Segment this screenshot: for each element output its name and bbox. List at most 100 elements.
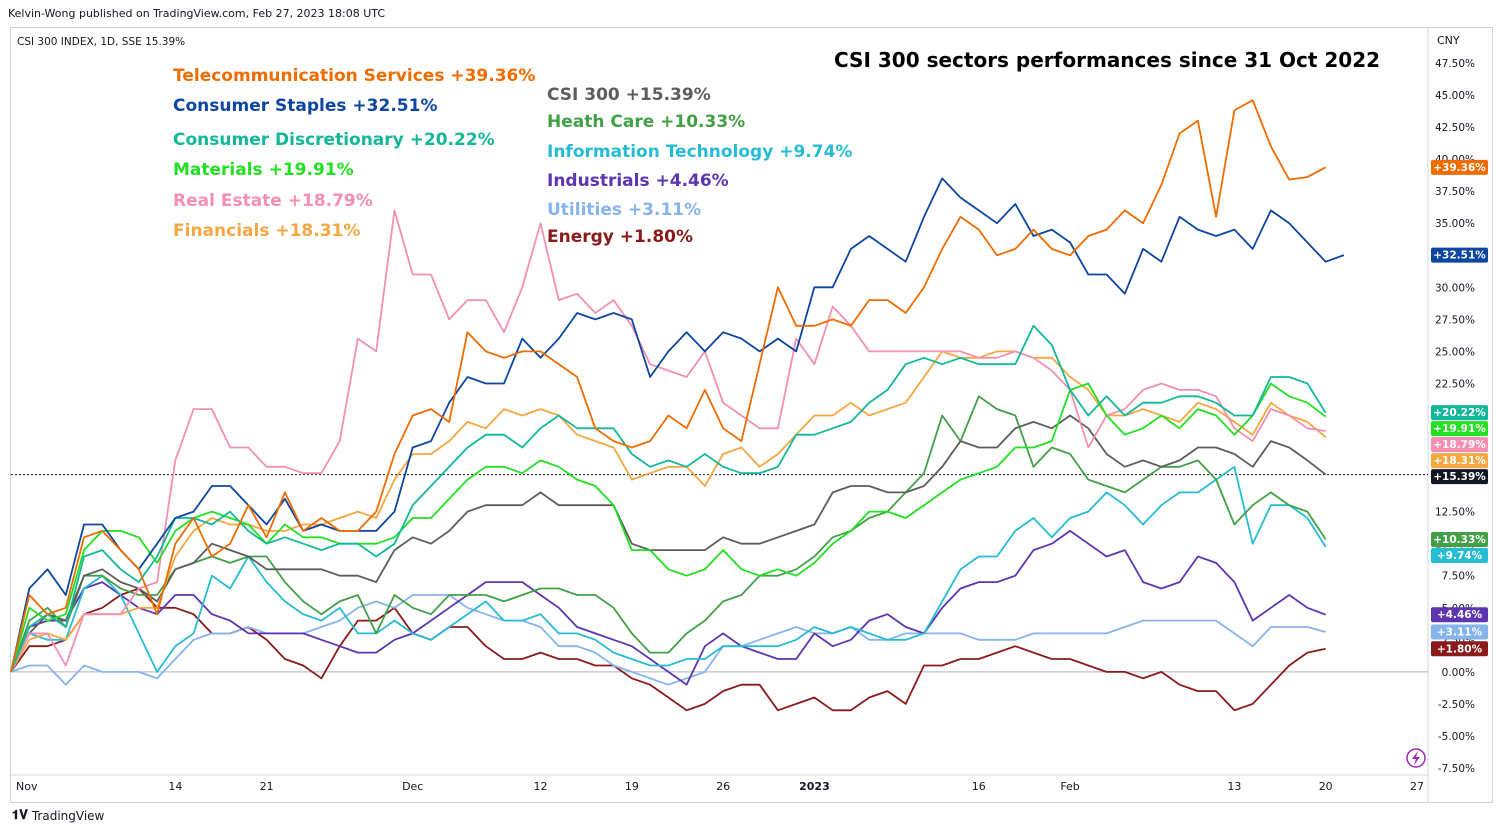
value-badge-text: +10.33% [1433, 534, 1486, 546]
series-line-csi-300 [10, 414, 1327, 673]
legend-entry-consumer-discretionary: Consumer Discretionary +20.22% [173, 130, 495, 150]
value-badge-heath-care: +10.33% [1431, 531, 1488, 547]
legend-entry-industrials: Industrials +4.46% [547, 171, 729, 191]
chart-frame [10, 27, 1493, 803]
legend-entry-utilities: Utilities +3.11% [547, 200, 701, 220]
series-lines-layer [10, 99, 1345, 712]
footer-brand-label: TradingView [31, 808, 105, 823]
y-tick-label: -2.50% [1438, 699, 1475, 711]
publisher-caption: Kelvin-Wong published on TradingView.com… [8, 7, 386, 20]
series-line-energy [10, 587, 1326, 712]
x-tick-label: 13 [1227, 780, 1241, 793]
x-tick-label: Feb [1060, 780, 1079, 793]
legend-entry-materials: Materials +19.91% [173, 160, 354, 180]
series-line-materials [10, 382, 1327, 673]
value-badge-bg [1431, 247, 1488, 263]
value-badge-bg [1431, 641, 1488, 657]
series-line-utilities [10, 594, 1326, 686]
value-badge-text: +19.91% [1433, 423, 1486, 435]
lightning-icon-ring [1406, 748, 1426, 768]
y-tick-label: 22.50% [1435, 378, 1475, 390]
value-badge-text: +39.36% [1433, 162, 1486, 174]
x-tick-label: 19 [625, 780, 639, 793]
legend-entry-heath-care: Heath Care +10.33% [547, 112, 745, 132]
value-badge-consumer-discretionary: +20.22% [1431, 405, 1488, 421]
lightning-icon [1406, 748, 1426, 768]
x-tick-label: Dec [402, 780, 423, 793]
series-line-financials [10, 350, 1327, 673]
value-badge-energy: +1.80% [1431, 641, 1488, 657]
value-badge-text: +20.22% [1433, 407, 1486, 419]
value-badge-consumer-staples: +32.51% [1431, 247, 1488, 263]
value-badge-bg [1431, 547, 1488, 563]
series-line-heath-care [10, 395, 1327, 673]
y-tick-label: 47.50% [1435, 58, 1475, 70]
value-badge-csi-300: +15.39% [1431, 469, 1488, 485]
y-tick-label: 27.50% [1435, 314, 1475, 326]
x-tick-label: 21 [260, 780, 274, 793]
y-tick-label: 12.50% [1435, 507, 1475, 519]
y-tick-label: 0.00% [1442, 667, 1475, 679]
value-badge-text: +18.79% [1433, 439, 1486, 451]
series-line-consumer-staples [10, 177, 1345, 673]
value-badge-real-estate: +18.79% [1431, 437, 1488, 453]
legend-entry-csi-300: CSI 300 +15.39% [547, 85, 711, 105]
y-tick-label: 37.50% [1435, 186, 1475, 198]
x-tick-label: 14 [168, 780, 182, 793]
series-line-consumer-discretionary [10, 324, 1327, 673]
y-tick-label: 7.50% [1442, 571, 1475, 583]
x-tick-label: 2023 [799, 780, 830, 793]
legend-entry-telecommunication-services: Telecommunication Services +39.36% [173, 66, 535, 86]
series-line-real-estate [10, 209, 1326, 673]
value-badge-bg [1431, 624, 1488, 640]
value-badge-bg [1431, 607, 1488, 623]
legend-entry-real-estate: Real Estate +18.79% [173, 191, 373, 211]
value-badge-bg [1431, 421, 1488, 437]
value-badge-financials: +18.31% [1431, 453, 1488, 469]
legend-entry-energy: Energy +1.80% [547, 227, 693, 247]
y-tick-label: -5.00% [1438, 731, 1475, 743]
y-tick-label: -7.50% [1438, 763, 1475, 775]
value-badge-bg [1431, 405, 1488, 421]
value-badge-text: +9.74% [1437, 550, 1483, 562]
value-badge-telecommunication-services: +39.36% [1431, 159, 1488, 175]
value-badge-utilities: +3.11% [1431, 624, 1488, 640]
value-badge-information-technology: +9.74% [1431, 547, 1488, 563]
series-line-telecommunication-services [10, 99, 1327, 673]
value-badge-bg [1431, 159, 1488, 175]
tradingview-logo-icon: 𝟏𝐕 [12, 808, 28, 823]
text-layer: CSI 300 INDEX, 1D, SSE 15.39% CSI 300 sec… [17, 36, 1380, 247]
value-badge-industrials: +4.46% [1431, 607, 1488, 623]
symbol-info: CSI 300 INDEX, 1D, SSE 15.39% [17, 36, 185, 48]
x-tick-label: Nov [16, 780, 38, 793]
legend-entry-financials: Financials +18.31% [173, 221, 360, 241]
chart-title: CSI 300 sectors performances since 31 Oc… [834, 48, 1380, 72]
value-badge-text: +15.39% [1433, 471, 1486, 483]
value-badge-materials: +19.91% [1431, 421, 1488, 437]
x-tick-label: 27 [1410, 780, 1424, 793]
x-tick-label: 26 [716, 780, 730, 793]
value-badge-text: +4.46% [1437, 609, 1483, 621]
value-badge-bg [1431, 437, 1488, 453]
price-badges-layer: +39.36% +32.51% +20.22% +19.91% +18.79% +18.3… [1406, 159, 1488, 768]
value-badge-bg [1431, 531, 1488, 547]
value-badge-text: +32.51% [1433, 250, 1486, 262]
y-tick-label: 42.50% [1435, 122, 1475, 134]
y-tick-label: 25.00% [1435, 346, 1475, 358]
x-tick-label: 12 [534, 780, 548, 793]
y-tick-label: 45.00% [1435, 90, 1475, 102]
x-tick-label: 20 [1319, 780, 1333, 793]
currency-label: CNY [1437, 34, 1460, 47]
value-badge-text: +18.31% [1433, 455, 1486, 467]
x-tick-label: 16 [972, 780, 986, 793]
footer-brand[interactable]: 𝟏𝐕 TradingView [12, 808, 104, 823]
y-tick-label: 30.00% [1435, 282, 1475, 294]
legend-entry-information-technology: Information Technology +9.74% [547, 142, 852, 162]
value-badge-text: +1.80% [1437, 643, 1483, 655]
series-line-industrials [10, 530, 1327, 686]
y-tick-label: 35.00% [1435, 218, 1475, 230]
value-badge-bg [1431, 453, 1488, 469]
lightning-icon-bolt [1412, 751, 1420, 765]
value-badge-bg [1431, 469, 1488, 485]
